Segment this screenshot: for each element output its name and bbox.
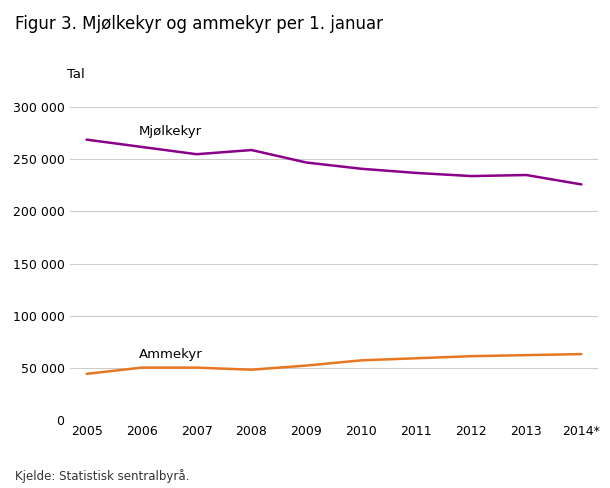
Text: Kjelde: Statistisk sentralbyrå.: Kjelde: Statistisk sentralbyrå. [15, 469, 190, 483]
Text: Figur 3. Mjølkekyr og ammekyr per 1. januar: Figur 3. Mjølkekyr og ammekyr per 1. jan… [15, 15, 383, 33]
Text: Tal: Tal [67, 67, 85, 81]
Text: Ammekyr: Ammekyr [139, 348, 203, 362]
Text: Mjølkekyr: Mjølkekyr [139, 124, 202, 138]
